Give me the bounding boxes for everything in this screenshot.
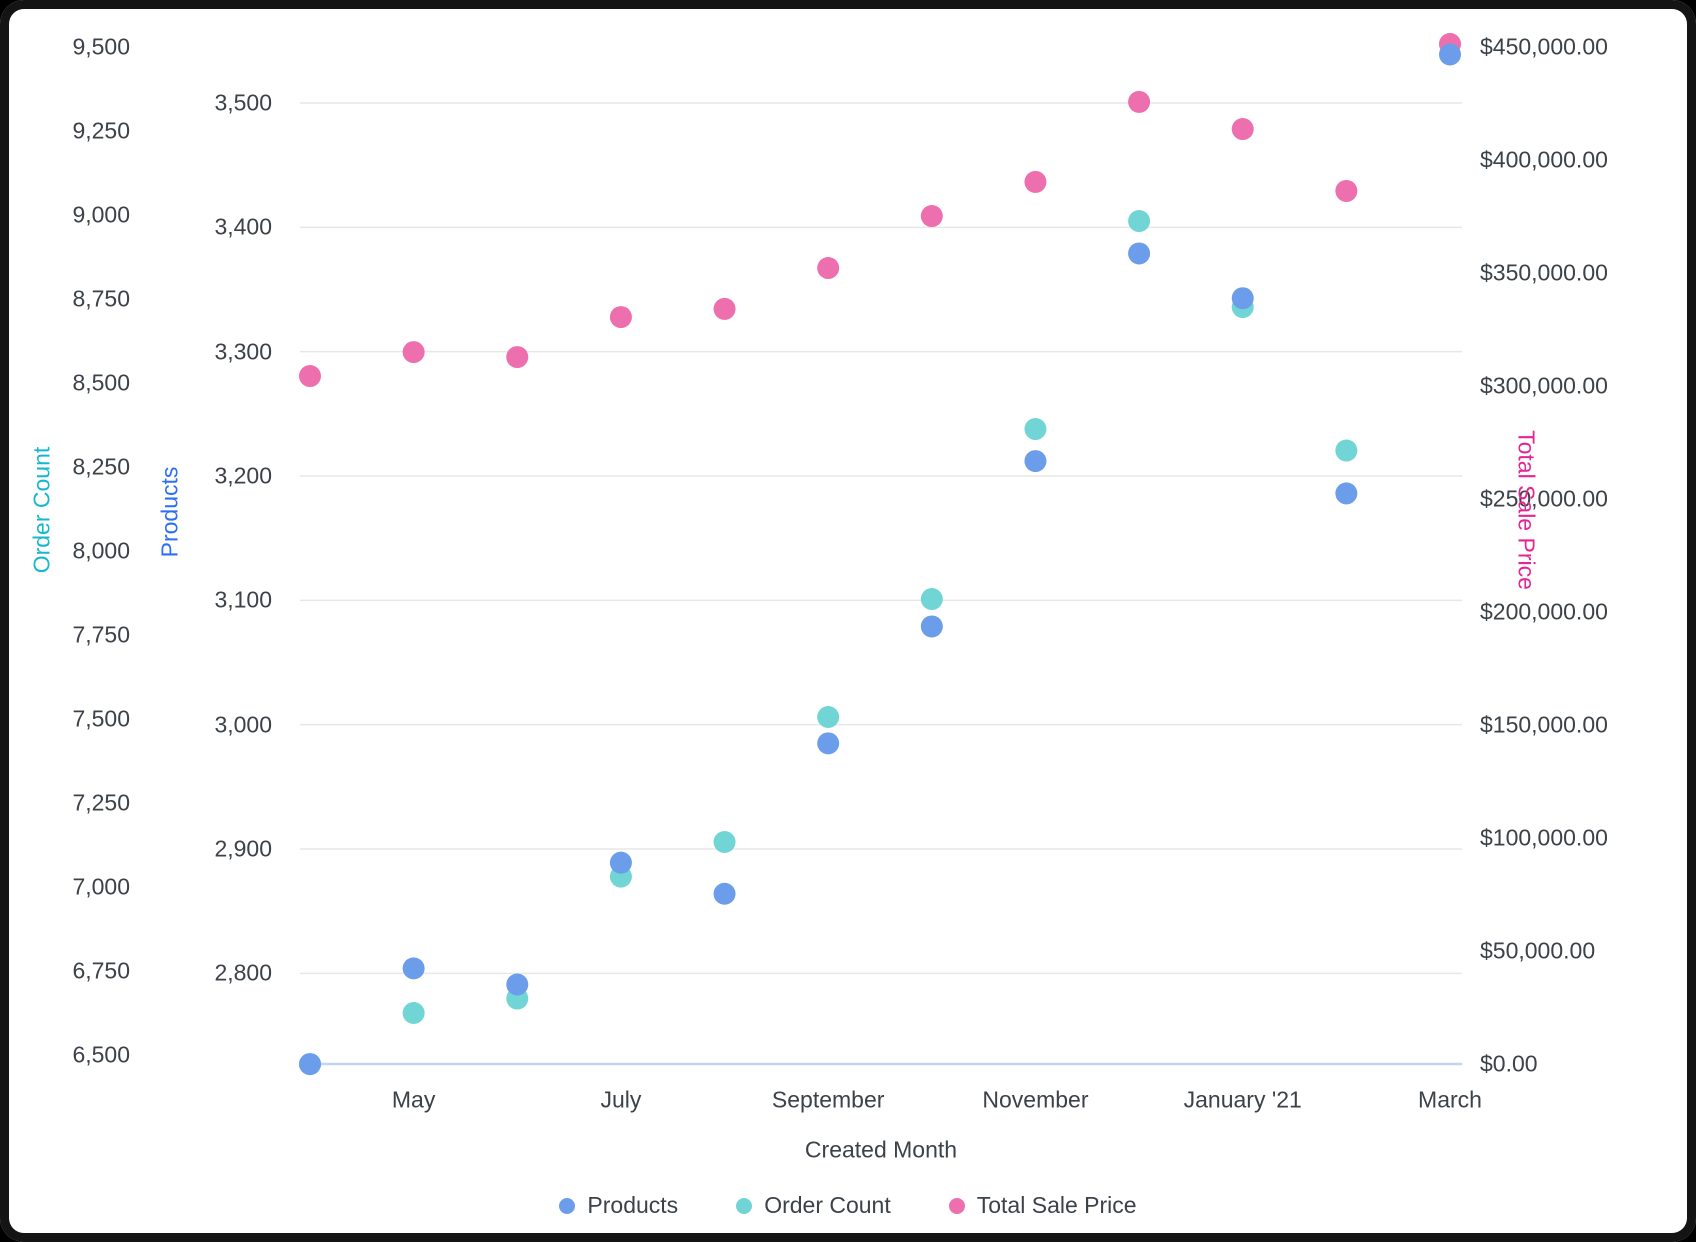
legend-dot-total-sale-price bbox=[948, 1197, 965, 1214]
x-tick-label: May bbox=[391, 1086, 436, 1113]
point-products[interactable] bbox=[506, 973, 529, 996]
point-order-count[interactable] bbox=[402, 1002, 425, 1024]
point-products[interactable] bbox=[1128, 242, 1151, 265]
legend-item-total-sale-price[interactable]: Total Sale Price bbox=[948, 1192, 1137, 1219]
y-tick-label-products: 2,800 bbox=[214, 959, 272, 986]
y-tick-label-order_count: 9,500 bbox=[72, 33, 130, 60]
point-order-count[interactable] bbox=[817, 705, 840, 728]
y-tick-label-products: 3,400 bbox=[214, 213, 272, 240]
products-axis-title: Products bbox=[156, 466, 183, 558]
point-order-count[interactable] bbox=[1335, 439, 1358, 462]
point-products[interactable] bbox=[1024, 450, 1047, 473]
legend-item-products[interactable]: Products bbox=[559, 1192, 678, 1219]
point-order-count[interactable] bbox=[920, 588, 943, 611]
y-tick-label-total_sale_price: $150,000.00 bbox=[1480, 711, 1608, 738]
y-tick-label-order_count: 8,500 bbox=[72, 369, 130, 396]
point-total-sale-price[interactable] bbox=[609, 306, 632, 329]
y-tick-label-order_count: 6,750 bbox=[72, 957, 130, 984]
y-tick-label-order_count: 9,000 bbox=[72, 201, 130, 228]
point-order-count[interactable] bbox=[1128, 210, 1151, 233]
point-products[interactable] bbox=[1335, 482, 1358, 505]
x-tick-label: November bbox=[982, 1086, 1089, 1113]
point-products[interactable] bbox=[1231, 287, 1254, 310]
y-tick-label-products: 3,100 bbox=[214, 586, 272, 613]
y-tick-label-total_sale_price: $300,000.00 bbox=[1480, 372, 1608, 399]
y-tick-label-products: 3,200 bbox=[214, 462, 272, 489]
point-order-count[interactable] bbox=[1024, 418, 1047, 441]
y-tick-label-products: 3,500 bbox=[214, 89, 272, 116]
point-products[interactable] bbox=[402, 957, 425, 980]
y-tick-label-order_count: 8,000 bbox=[72, 537, 130, 564]
x-tick-label: September bbox=[771, 1086, 885, 1113]
y-tick-label-total_sale_price: $0.00 bbox=[1480, 1050, 1538, 1077]
point-total-sale-price[interactable] bbox=[299, 365, 321, 388]
point-total-sale-price[interactable] bbox=[817, 257, 840, 280]
point-products[interactable] bbox=[920, 615, 943, 638]
y-tick-label-total_sale_price: $450,000.00 bbox=[1480, 33, 1608, 60]
point-order-count[interactable] bbox=[713, 830, 736, 853]
x-axis-title: Created Month bbox=[804, 1136, 958, 1163]
y-tick-label-order_count: 7,750 bbox=[72, 621, 130, 648]
point-total-sale-price[interactable] bbox=[506, 346, 529, 369]
point-total-sale-price[interactable] bbox=[1231, 118, 1254, 141]
y-tick-label-total_sale_price: $250,000.00 bbox=[1480, 485, 1608, 512]
point-products[interactable] bbox=[299, 1053, 321, 1076]
point-total-sale-price[interactable] bbox=[1335, 179, 1358, 202]
y-tick-label-total_sale_price: $200,000.00 bbox=[1480, 598, 1608, 625]
total-sale-price-axis-title: Total Sale Price bbox=[1513, 430, 1540, 590]
y-tick-label-total_sale_price: $400,000.00 bbox=[1480, 146, 1608, 173]
y-tick-label-order_count: 8,750 bbox=[72, 285, 130, 312]
point-products[interactable] bbox=[1439, 43, 1461, 66]
point-total-sale-price[interactable] bbox=[713, 297, 736, 320]
x-tick-label: January '21 bbox=[1183, 1086, 1302, 1113]
y-tick-label-total_sale_price: $100,000.00 bbox=[1480, 824, 1608, 851]
point-products[interactable] bbox=[609, 851, 632, 874]
legend-label: Total Sale Price bbox=[976, 1192, 1137, 1218]
point-total-sale-price[interactable] bbox=[1128, 90, 1151, 113]
y-tick-label-products: 3,300 bbox=[214, 338, 272, 365]
legend-dot-products bbox=[559, 1197, 576, 1214]
order-count-axis-title: Order Count bbox=[28, 446, 55, 574]
y-tick-label-products: 2,900 bbox=[214, 835, 272, 862]
point-products[interactable] bbox=[713, 882, 736, 905]
y-tick-label-order_count: 7,500 bbox=[72, 705, 130, 732]
y-tick-label-products: 3,000 bbox=[214, 711, 272, 738]
y-tick-label-order_count: 8,250 bbox=[72, 453, 130, 480]
legend-dot-order-count bbox=[736, 1197, 753, 1214]
legend-label: Products bbox=[587, 1192, 679, 1218]
y-tick-label-order_count: 6,500 bbox=[72, 1041, 130, 1068]
point-products[interactable] bbox=[817, 732, 840, 755]
x-tick-label: July bbox=[600, 1086, 642, 1113]
legend-item-order-count[interactable]: Order Count bbox=[736, 1192, 891, 1219]
x-tick-label: March bbox=[1418, 1086, 1482, 1113]
legend-label: Order Count bbox=[764, 1192, 891, 1218]
point-total-sale-price[interactable] bbox=[402, 341, 425, 364]
y-tick-label-total_sale_price: $350,000.00 bbox=[1480, 259, 1608, 286]
point-total-sale-price[interactable] bbox=[1024, 170, 1047, 193]
y-tick-label-order_count: 7,000 bbox=[72, 873, 130, 900]
y-tick-label-order_count: 7,250 bbox=[72, 789, 130, 816]
y-tick-label-order_count: 9,250 bbox=[72, 117, 130, 144]
y-tick-label-total_sale_price: $50,000.00 bbox=[1480, 937, 1596, 964]
chart-legend: Products Order Count Total Sale Price bbox=[0, 1192, 1696, 1219]
point-total-sale-price[interactable] bbox=[920, 205, 943, 228]
